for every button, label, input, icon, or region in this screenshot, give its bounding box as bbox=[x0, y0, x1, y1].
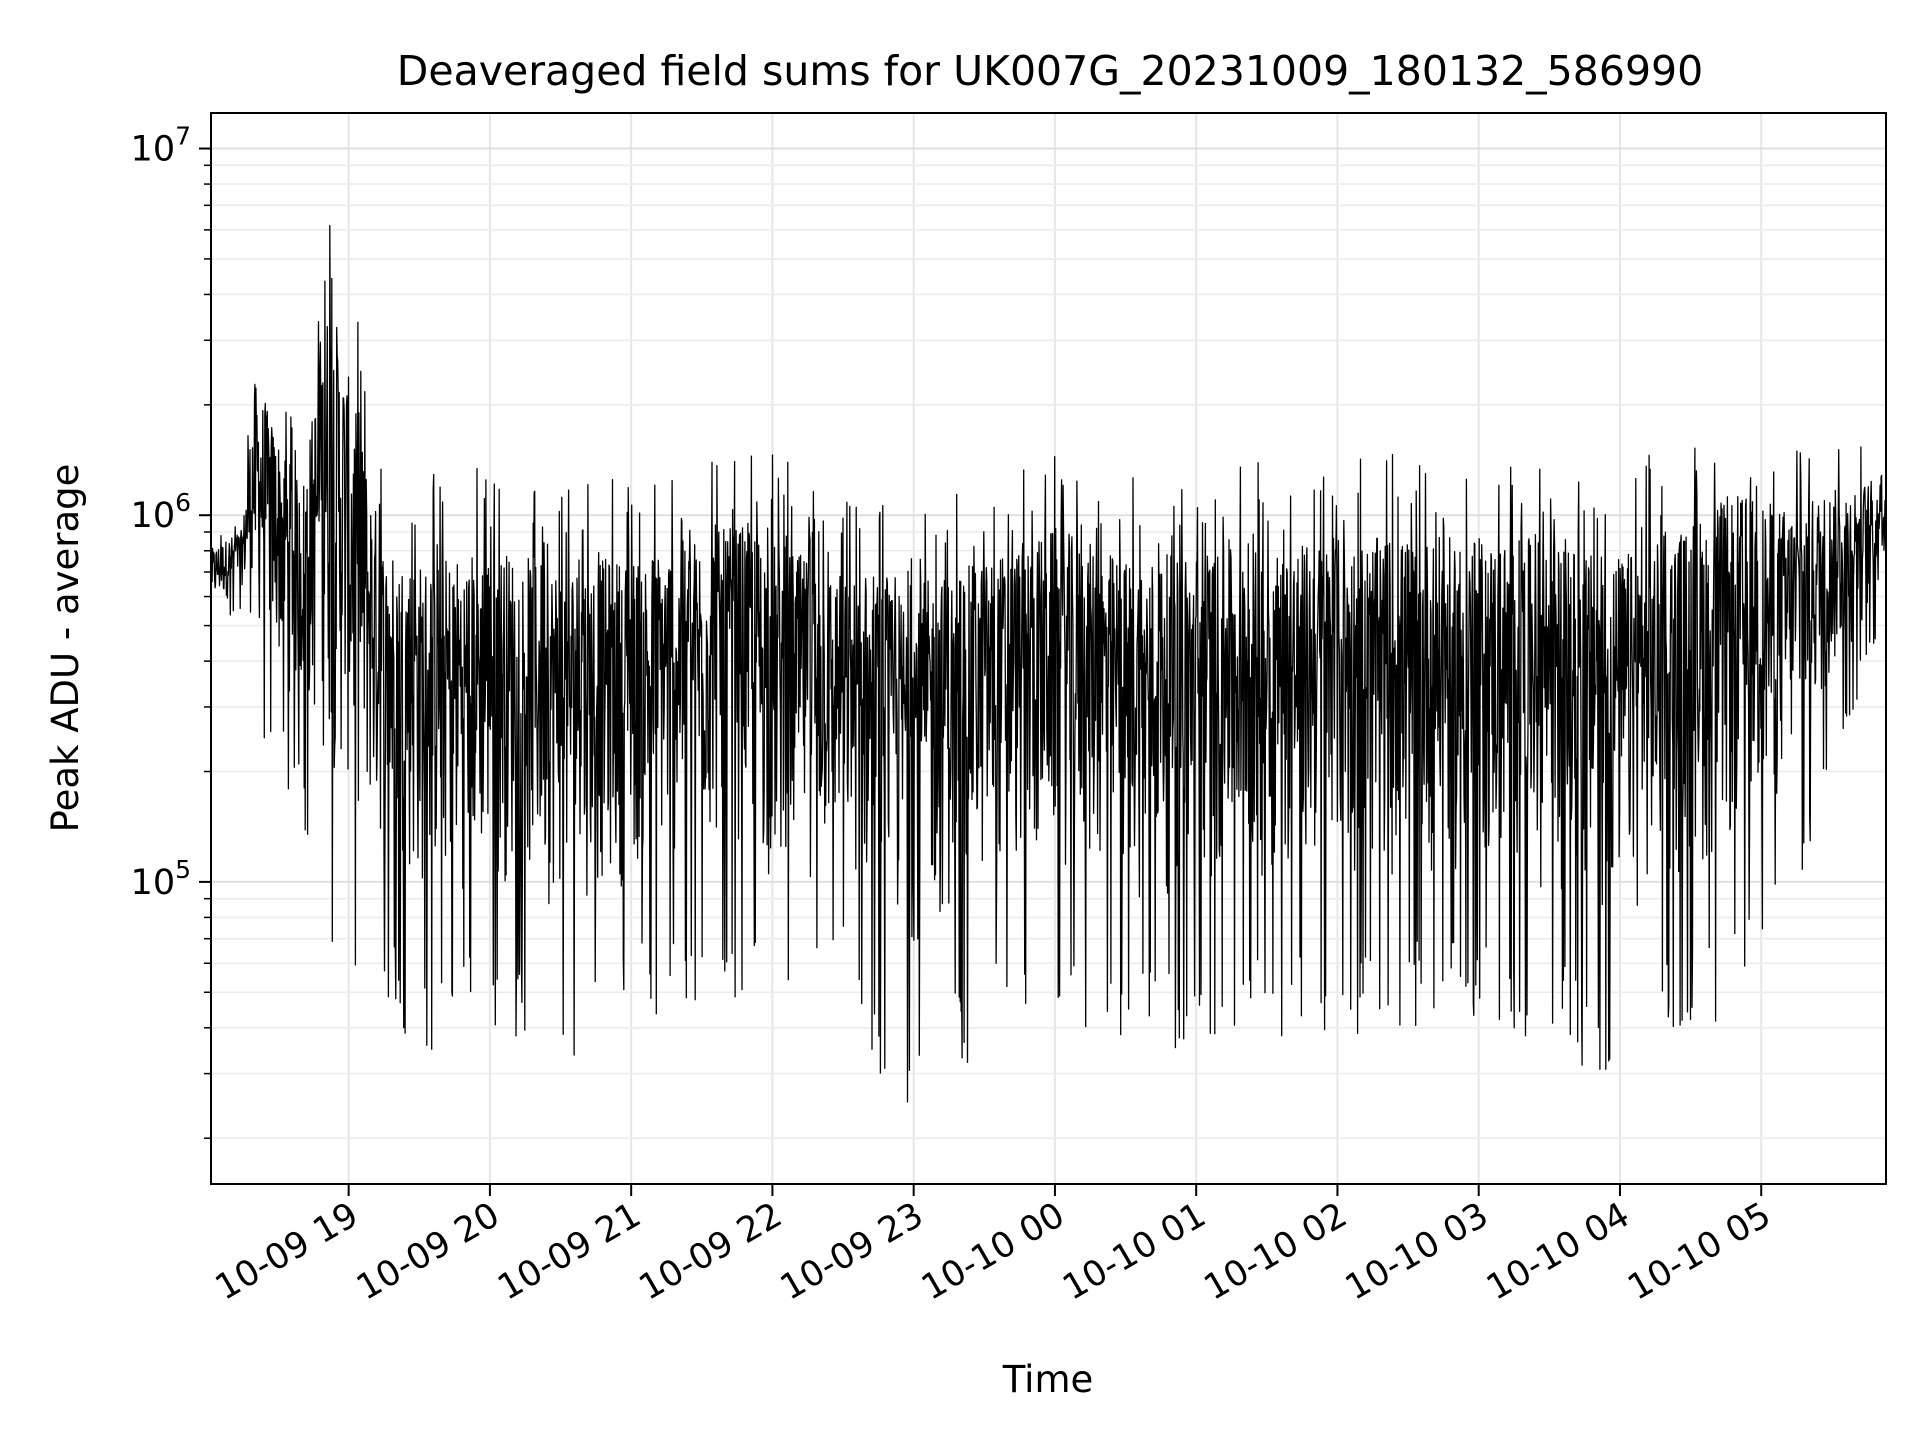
y-axis-label: Peak ADU - average bbox=[44, 464, 87, 833]
y-tick-label: 107 bbox=[131, 122, 191, 170]
chart-title: Deaveraged field sums for UK007G_2023100… bbox=[397, 47, 1703, 95]
x-axis-label: Time bbox=[1002, 1358, 1094, 1401]
y-tick-label: 106 bbox=[131, 488, 191, 536]
y-tick-label: 105 bbox=[131, 855, 191, 903]
y-axis: 105 106 107 bbox=[131, 122, 211, 1139]
series-trace bbox=[211, 224, 1887, 1103]
plot-frame bbox=[210, 112, 1887, 1185]
series-line bbox=[211, 224, 1887, 1103]
